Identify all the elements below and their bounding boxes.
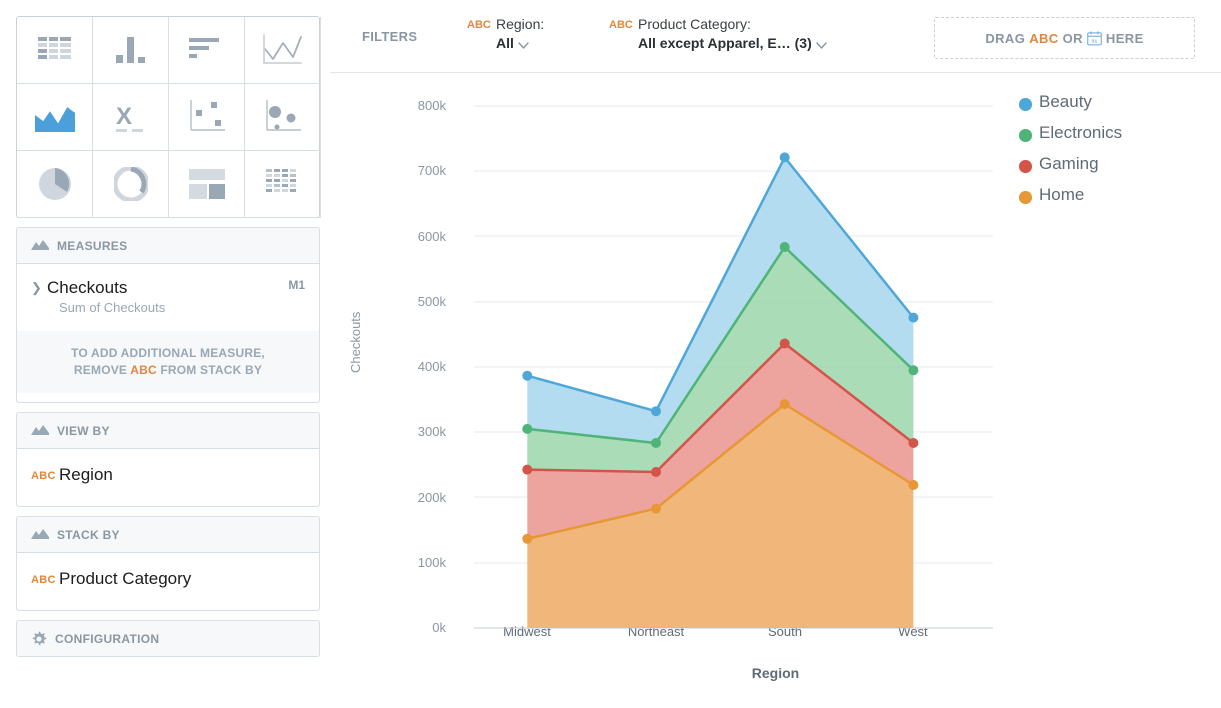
svg-text:31: 31 <box>1091 38 1097 44</box>
svg-text:X: X <box>116 103 132 130</box>
